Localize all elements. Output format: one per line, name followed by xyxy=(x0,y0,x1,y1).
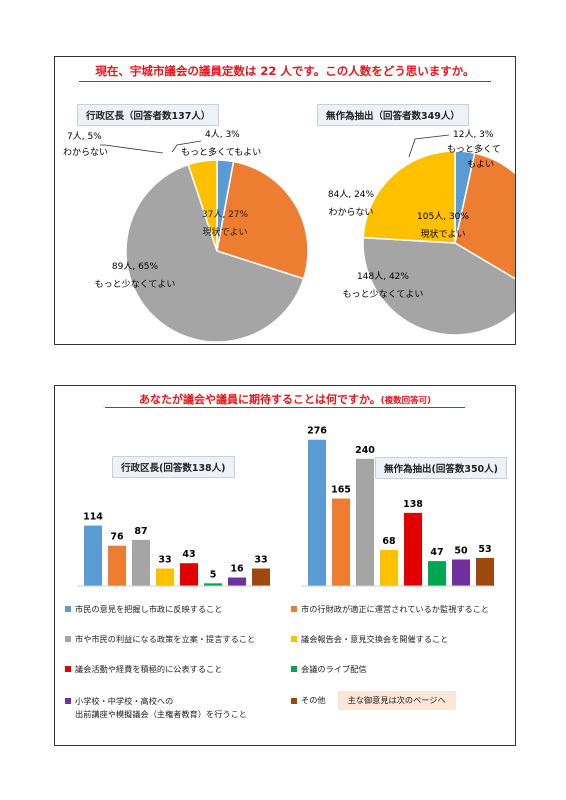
bar1-bar-8 xyxy=(252,568,270,586)
legend-swatch-7 xyxy=(65,698,71,704)
legend-item-4: 議会報告会・意見交換会を開催すること xyxy=(291,633,448,646)
bar2-value-label-5: 138 xyxy=(403,499,423,510)
pie1-title: 行政区長（回答者数137人） xyxy=(77,104,220,126)
legend-swatch-4 xyxy=(291,636,297,642)
bar2-bar-4 xyxy=(380,549,398,586)
pie1-leader-unknown xyxy=(100,144,164,154)
question2-title-note: (複数回答可) xyxy=(380,396,432,406)
bar2-bar-1 xyxy=(308,439,326,586)
legend-swatch-2 xyxy=(291,606,297,612)
legend-item-7: 小学校・中学校・高校への 出前講座や模擬議会（主権者教育）を行うこと xyxy=(65,695,247,721)
legend-item-1: 市民の意見を把握し市政に反映すること xyxy=(65,603,222,616)
legend-item-3: 市や市民の利益になる政策を立案・提言すること xyxy=(65,633,255,646)
legend: 市民の意見を把握し市政に反映すること 市の行財政が適正に運営されているか監視する… xyxy=(55,599,515,739)
bar2-bar-7 xyxy=(452,559,470,586)
question2-title: あなたが議会や議員に期待することは何ですか。(複数回答可) xyxy=(55,391,515,407)
bar2-value-label-4: 68 xyxy=(382,536,396,547)
pie2-label-unknown-line2: わからない xyxy=(328,207,373,218)
pie2-label-current-line1: 105人, 30% xyxy=(417,211,469,222)
question1-title: 現在、宇城市議会の議員定数は 22 人です。この人数をどう思いますか。 xyxy=(95,64,475,78)
bar1-bar-5 xyxy=(180,563,198,586)
bar1-bar-1 xyxy=(84,525,102,586)
legend-swatch-6 xyxy=(291,666,297,672)
bar2-bar-3 xyxy=(356,458,374,586)
bar1-bars: 114 76 87 33 43 5 16 33 xyxy=(83,512,270,586)
bar2-value-label-8: 53 xyxy=(478,544,491,555)
pie-charts: 4人, 3% もっと多くてもよい 37人, 27% 現状でよい 89人, 65%… xyxy=(63,129,515,343)
pie2 xyxy=(362,150,515,336)
question2-title-underline xyxy=(105,407,465,408)
bar1-bar-6 xyxy=(204,583,222,586)
pie1-leader-more xyxy=(171,140,202,153)
pie2-slice-less xyxy=(362,236,515,336)
pie2-label-more-line2: もっと多くて xyxy=(447,143,501,155)
bar1-bar-2 xyxy=(108,545,126,586)
pie2-title: 無作為抽出（回答者数349人） xyxy=(317,104,469,126)
bar1-value-label-6: 5 xyxy=(210,569,217,580)
bar2-value-label-7: 50 xyxy=(454,546,468,557)
bar2-value-label-6: 47 xyxy=(430,547,443,558)
pie1-label-current-line2: 現状でよい xyxy=(202,226,247,238)
legend-item-2: 市の行財政が適正に運営されているか監視すること xyxy=(291,603,489,616)
legend-swatch-1 xyxy=(65,606,71,612)
question1-panel: 現在、宇城市議会の議員定数は 22 人です。この人数をどう思いますか。 行政区長… xyxy=(54,56,516,345)
bar1-title: 行政区長(回答数138人) xyxy=(112,456,235,478)
bar1-value-label-1: 114 xyxy=(83,512,103,523)
bar2-value-label-3: 240 xyxy=(355,445,375,456)
bar1-value-label-4: 33 xyxy=(158,555,171,566)
pie1-label-unknown-line1: 7人, 5% xyxy=(67,131,102,142)
bar2-value-label-1: 276 xyxy=(307,426,327,437)
pie2-label-more-line3: もよい xyxy=(467,159,494,170)
question2-panel: あなたが議会や議員に期待することは何ですか。(複数回答可) 行政区長(回答数13… xyxy=(54,385,516,746)
bar2-bar-6 xyxy=(428,561,446,586)
pie2-label-less-line1: 148人, 42% xyxy=(357,271,409,282)
pie1-slice-unknown xyxy=(187,159,218,252)
bar1-value-label-5: 43 xyxy=(182,549,195,560)
pie1-slice-current xyxy=(216,160,309,280)
bar-charts: 114 76 87 33 43 5 16 33 276 165 240 68 138 47 50 53 xyxy=(77,426,494,587)
legend-item-6: 会議のライブ配信 xyxy=(291,663,367,676)
bar2-bars: 276 165 240 68 138 47 50 53 xyxy=(307,426,494,586)
legend-swatch-8 xyxy=(291,698,297,704)
bar1-value-label-7: 16 xyxy=(230,564,244,575)
bar1-value-label-3: 87 xyxy=(134,526,147,537)
legend-item-8: その他 主な御意見は次のページへ xyxy=(291,691,456,710)
pie1-label-more-line2: もっと多くてもよい xyxy=(181,146,261,158)
bar1-value-label-2: 76 xyxy=(110,532,124,543)
pie1-label-current-line1: 37人, 27% xyxy=(202,209,249,220)
legend-swatch-5 xyxy=(65,666,71,672)
next-page-note: 主な御意見は次のページへ xyxy=(337,691,456,710)
legend-item-5: 議会活動や経費を積極的に公表すること xyxy=(65,663,222,676)
pie1-label-more-line1: 4人, 3% xyxy=(205,129,240,140)
pie2-slice-current xyxy=(454,152,515,280)
bar1-bar-7 xyxy=(228,577,246,586)
bar2-bar-2 xyxy=(332,498,350,586)
question2-title-main: あなたが議会や議員に期待することは何ですか。 xyxy=(138,393,381,406)
pie2-label-unknown-line1: 84人, 24% xyxy=(328,189,375,200)
bar2-title: 無作為抽出(回答数350人) xyxy=(375,457,508,479)
pie1 xyxy=(125,159,309,343)
pie1-slice-less xyxy=(125,163,305,343)
legend-swatch-3 xyxy=(65,636,71,642)
bar1-bar-4 xyxy=(156,568,174,586)
pie1-label-less-line2: もっと少なくてよい xyxy=(95,279,176,290)
bar1-value-label-8: 33 xyxy=(254,555,267,566)
pie2-label-more-line1: 12人, 3% xyxy=(453,129,494,140)
pie2-label-less-line2: もっと少なくてよい xyxy=(343,289,424,300)
bar2-bar-5 xyxy=(404,512,422,586)
pie2-label-current-line2: 現状でよい xyxy=(420,228,465,240)
pie2-slice-unknown xyxy=(362,150,456,244)
bar2-bar-8 xyxy=(476,557,494,586)
question1-title-underline xyxy=(79,81,491,82)
pie1-label-unknown-line2: わからない xyxy=(63,147,108,158)
pie1-label-less-line1: 89人, 65% xyxy=(112,261,159,272)
pie2-leader-more xyxy=(408,134,450,158)
bar1-bar-3 xyxy=(132,539,150,586)
bar2-value-label-2: 165 xyxy=(331,485,351,496)
